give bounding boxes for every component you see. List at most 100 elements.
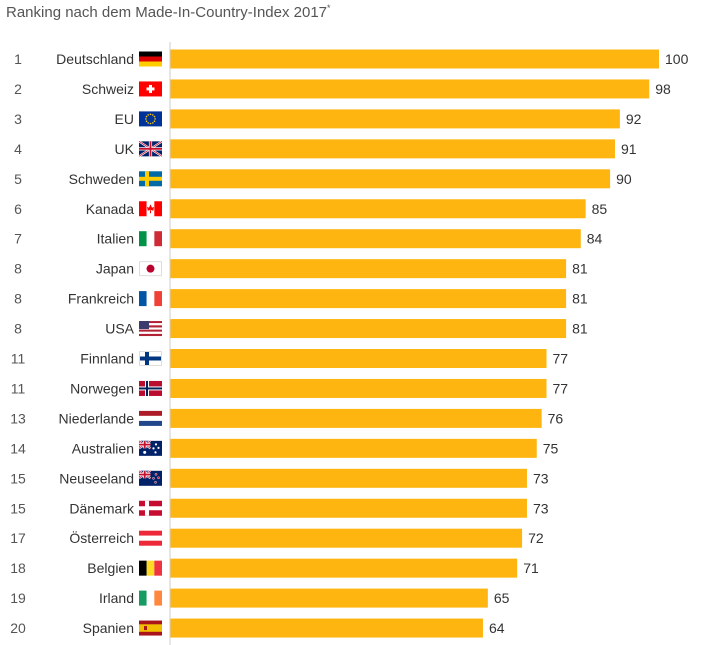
category-label: Australien bbox=[72, 440, 134, 456]
category-label: Deutschland bbox=[56, 51, 134, 67]
bar bbox=[170, 349, 547, 368]
flag-at-icon bbox=[139, 530, 162, 546]
rank-label: 11 bbox=[11, 351, 26, 367]
bar bbox=[170, 558, 518, 578]
flag-nz-icon bbox=[138, 469, 162, 486]
category-label: Italien bbox=[97, 231, 134, 247]
bar bbox=[170, 408, 542, 428]
flag-se-icon bbox=[139, 171, 162, 187]
rank-label: 14 bbox=[10, 440, 26, 456]
category-label: Frankreich bbox=[68, 291, 134, 307]
category-label: Belgien bbox=[87, 560, 134, 576]
flag-it-icon bbox=[139, 231, 162, 247]
value-label: 98 bbox=[655, 81, 671, 97]
value-label: 85 bbox=[592, 201, 608, 217]
flag-au-icon bbox=[138, 440, 162, 456]
rank-label: 13 bbox=[10, 410, 26, 426]
rank-label: 1 bbox=[14, 51, 22, 67]
flag-dk-icon bbox=[139, 500, 162, 516]
bar bbox=[170, 229, 581, 249]
flag-no-icon bbox=[139, 380, 162, 396]
rank-label: 15 bbox=[10, 500, 26, 516]
flag-ie-icon bbox=[139, 590, 162, 606]
chart-subtitle: Ranking nach dem Made-In-Country-Index 2… bbox=[6, 3, 331, 21]
category-label: Niederlande bbox=[59, 410, 135, 426]
value-label: 90 bbox=[616, 171, 632, 187]
category-label: EU bbox=[115, 111, 134, 127]
flag-uk-icon bbox=[138, 140, 163, 158]
value-label: 81 bbox=[572, 321, 588, 337]
value-label: 64 bbox=[489, 620, 505, 636]
category-label: Irland bbox=[99, 590, 134, 606]
bar bbox=[170, 259, 567, 279]
category-label: Kanada bbox=[86, 201, 134, 217]
value-label: 77 bbox=[553, 380, 569, 396]
category-label: Japan bbox=[96, 261, 134, 277]
rank-label: 8 bbox=[14, 321, 22, 337]
flag-es-icon bbox=[139, 620, 162, 636]
bar bbox=[170, 528, 523, 548]
value-label: 75 bbox=[543, 440, 559, 456]
rank-label: 18 bbox=[10, 560, 26, 576]
category-label: UK bbox=[115, 141, 135, 157]
bar bbox=[170, 109, 620, 129]
flag-fr-icon bbox=[139, 291, 162, 307]
rank-label: 5 bbox=[14, 171, 22, 187]
value-label: 81 bbox=[572, 261, 588, 277]
bar bbox=[170, 618, 483, 638]
flag-fi-icon bbox=[139, 351, 162, 366]
value-label: 73 bbox=[533, 470, 549, 486]
bar bbox=[170, 169, 611, 189]
bar bbox=[170, 498, 527, 518]
value-label: 77 bbox=[553, 351, 569, 367]
bar bbox=[170, 468, 527, 488]
value-label: 71 bbox=[523, 560, 539, 576]
category-label: Dänemark bbox=[69, 500, 135, 516]
category-label: Finnland bbox=[80, 351, 134, 367]
category-label: Schweiz bbox=[82, 81, 134, 97]
rank-label: 2 bbox=[14, 81, 22, 97]
value-label: 76 bbox=[548, 410, 564, 426]
rank-label: 20 bbox=[10, 620, 26, 636]
bar bbox=[170, 378, 547, 398]
flag-ch-icon bbox=[139, 81, 162, 97]
flag-us-icon bbox=[139, 321, 162, 337]
category-label: Norwegen bbox=[70, 380, 134, 396]
rank-label: 19 bbox=[10, 590, 26, 606]
category-label: Schweden bbox=[69, 171, 134, 187]
bar bbox=[170, 199, 586, 219]
value-label: 92 bbox=[626, 111, 642, 127]
value-label: 65 bbox=[494, 590, 510, 606]
flag-be-icon bbox=[139, 560, 162, 576]
bar bbox=[170, 79, 650, 99]
flag-ca-icon bbox=[139, 201, 162, 217]
flag-de-icon bbox=[139, 51, 162, 67]
category-label: Neuseeland bbox=[59, 470, 134, 486]
value-label: 72 bbox=[528, 530, 544, 546]
category-label: USA bbox=[105, 321, 134, 337]
bar bbox=[170, 139, 615, 159]
rank-label: 8 bbox=[14, 291, 22, 307]
value-label: 84 bbox=[587, 231, 603, 247]
flag-jp-icon bbox=[139, 261, 162, 277]
rank-label: 11 bbox=[11, 380, 26, 396]
rank-label: 7 bbox=[14, 231, 22, 247]
bar bbox=[170, 289, 567, 309]
rank-label: 3 bbox=[14, 111, 22, 127]
rank-label: 17 bbox=[10, 530, 26, 546]
value-label: 91 bbox=[621, 141, 637, 157]
value-label: 81 bbox=[572, 291, 588, 307]
value-label: 73 bbox=[533, 500, 549, 516]
category-label: Spanien bbox=[83, 620, 134, 636]
rank-label: 15 bbox=[10, 470, 26, 486]
flag-nl-icon bbox=[139, 410, 162, 426]
rank-label: 6 bbox=[14, 201, 22, 217]
flag-eu-icon bbox=[139, 111, 162, 127]
bar bbox=[170, 588, 488, 608]
category-label: Österreich bbox=[69, 529, 134, 546]
rank-label: 4 bbox=[14, 141, 22, 157]
rank-label: 8 bbox=[14, 261, 22, 277]
bar bbox=[170, 319, 567, 339]
bar bbox=[170, 438, 537, 458]
